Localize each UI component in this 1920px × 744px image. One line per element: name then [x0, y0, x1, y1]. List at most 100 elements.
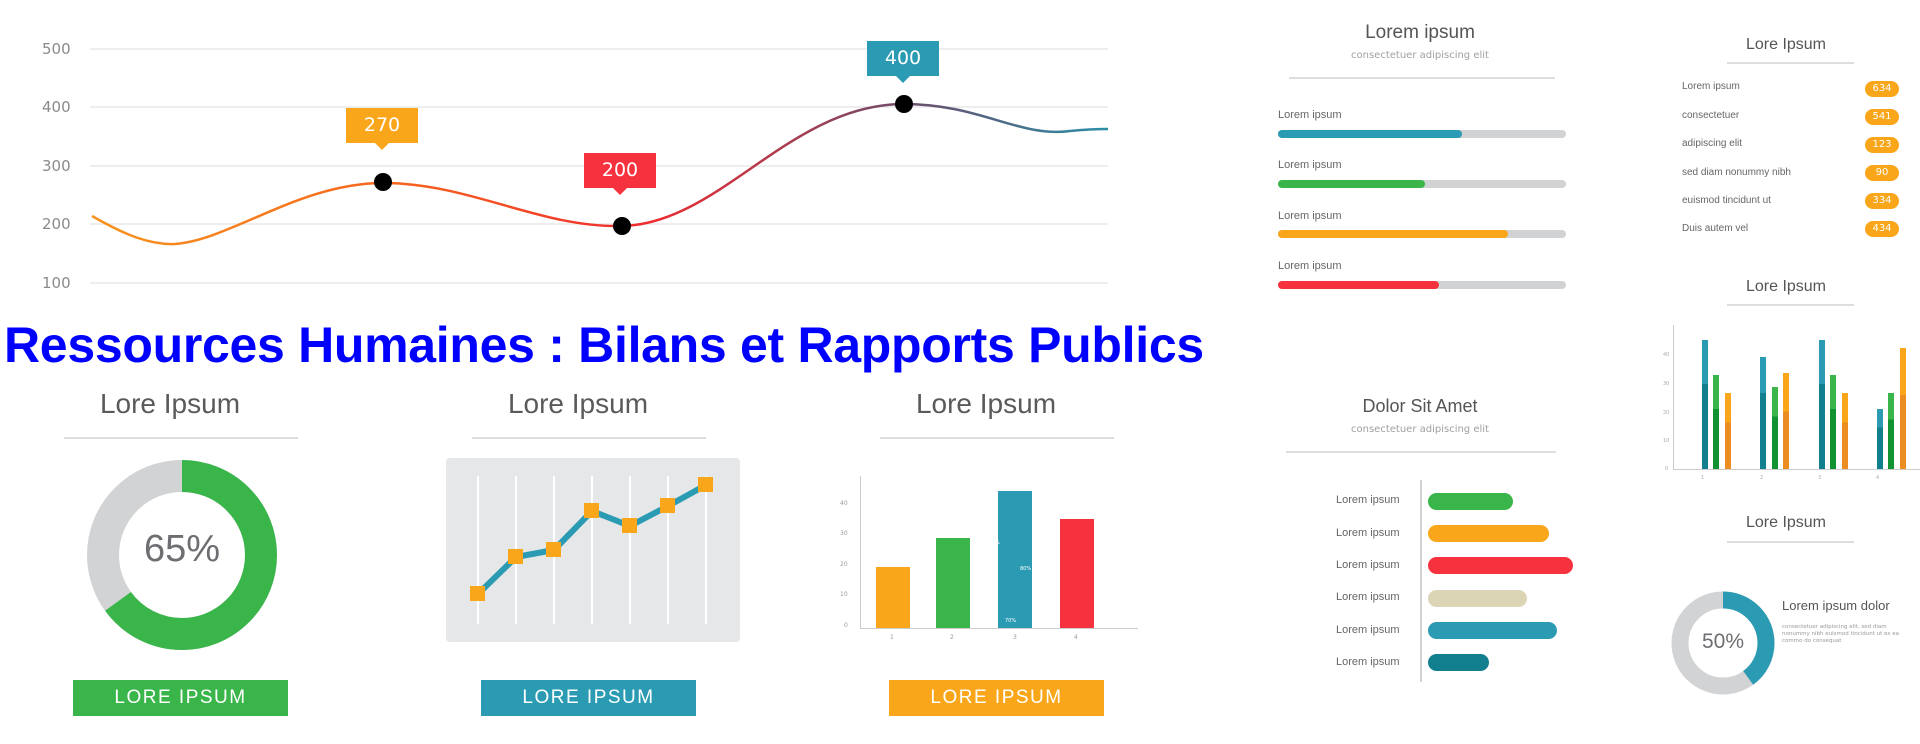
x-tick: 2: [950, 634, 954, 641]
y-tick: 300: [42, 157, 71, 175]
mini-line-series: [470, 476, 713, 624]
small-donut-chart: [1671, 591, 1775, 695]
bar: [1842, 393, 1848, 469]
y-tick: 30: [840, 530, 848, 537]
bar: [1888, 393, 1894, 469]
bar-label: 70%: [1005, 618, 1017, 624]
list-item-badge: 123: [1865, 137, 1899, 153]
y-tick: 10: [840, 591, 848, 598]
list-item-label: Duis autem vel: [1682, 223, 1749, 234]
x-tick: 4: [1876, 475, 1880, 481]
grouped-panel-title: Lore Ipsum: [1745, 278, 1827, 295]
hbar: [1428, 493, 1513, 510]
hbar-label: Lorem ipsum: [1336, 527, 1400, 539]
progress-label: Lorem ipsum: [1278, 109, 1342, 121]
lore-ipsum-button-green[interactable]: LORE IPSUM: [73, 680, 288, 716]
list-item-label: Lorem ipsum: [1682, 81, 1740, 92]
bar: [1760, 357, 1766, 469]
donut-value: 65%: [143, 528, 221, 570]
divider: [1727, 541, 1854, 543]
divider: [64, 437, 298, 439]
hbar-panel-title: Dolor Sit Amet: [1362, 396, 1478, 416]
list-item-badge: 334: [1865, 193, 1899, 209]
list-item-badge: 90: [1865, 165, 1899, 181]
x-tick: 4: [1074, 634, 1078, 641]
y-tick: 200: [42, 215, 71, 233]
y-tick: 20: [840, 561, 848, 568]
gridline: [90, 282, 1108, 284]
list-item-badge: 541: [1865, 109, 1899, 125]
progress-track: [1278, 130, 1566, 138]
gridline: [90, 223, 1108, 225]
bar: [1783, 373, 1789, 469]
divider: [1289, 77, 1555, 79]
bar: [1877, 409, 1883, 469]
bar-2: [936, 538, 970, 628]
progress-fill: [1278, 180, 1425, 188]
y-tick: 30: [1663, 381, 1670, 387]
grouped-bar-chart: 40 30 20 10 0 1 2 3 4: [1663, 325, 1920, 481]
bar: [1772, 387, 1778, 469]
hbar: [1428, 622, 1557, 639]
callout-400: 400: [867, 41, 939, 83]
x-axis: [1673, 469, 1920, 470]
bar: [1900, 348, 1906, 469]
hbar-label: Lorem ipsum: [1336, 656, 1400, 668]
x-tick: 3: [1013, 634, 1017, 641]
divider: [880, 437, 1114, 439]
callout-200: 200: [584, 153, 656, 195]
small-donut-title: Lore Ipsum: [1745, 514, 1827, 531]
bar: [1713, 375, 1719, 469]
bar: [1819, 340, 1825, 469]
list-item-badge: 434: [1865, 221, 1899, 237]
progress-fill: [1278, 130, 1463, 138]
progress-track: [1278, 230, 1566, 238]
bar: [1830, 375, 1836, 469]
progress-fill: [1278, 230, 1509, 238]
page-title: Ressources Humaines : Bilans et Rapports…: [4, 317, 1204, 373]
list-item-label: adipiscing elit: [1682, 138, 1743, 149]
progress-track: [1278, 180, 1566, 188]
progress-panel-title: Lorem ipsum: [1365, 22, 1475, 43]
x-tick: 2: [1760, 475, 1764, 481]
line-series: [91, 95, 1109, 246]
divider: [1286, 451, 1556, 453]
y-tick: 500: [42, 40, 71, 58]
hbar: [1428, 590, 1527, 607]
hbar-label: Lorem ipsum: [1336, 591, 1400, 603]
y-axis: [860, 476, 861, 628]
y-tick: 10: [1663, 438, 1670, 444]
callout-270: 270: [346, 108, 418, 150]
progress-label: Lorem ipsum: [1278, 260, 1342, 272]
bar-panel-title: Lore Ipsum: [915, 388, 1057, 419]
list-panel-title: Lore Ipsum: [1745, 36, 1827, 53]
divider: [1727, 304, 1854, 306]
progress-label: Lorem ipsum: [1278, 210, 1342, 222]
gridline: [90, 48, 1108, 50]
lore-ipsum-button-teal[interactable]: LORE IPSUM: [481, 680, 696, 716]
hbar-axis: [1420, 480, 1422, 682]
small-donut-heading: Lorem ipsum dolor: [1782, 598, 1890, 613]
hbar: [1428, 525, 1549, 542]
small-donut-value: 50%: [1701, 630, 1745, 653]
list-item-label: sed diam nonummy nibh: [1682, 167, 1791, 178]
y-tick: 0: [844, 622, 848, 629]
progress-label: Lorem ipsum: [1278, 159, 1342, 171]
donut-chart: [87, 460, 277, 650]
x-axis: [860, 628, 1138, 629]
bar-chart: 40 30 20 10 0 % 80% 70% 1 2 3 4: [840, 476, 1140, 641]
hbar-label: Lorem ipsum: [1336, 559, 1400, 571]
y-tick: 0: [1665, 466, 1669, 472]
lore-ipsum-button-orange[interactable]: LORE IPSUM: [889, 680, 1104, 716]
bar-3: % 80% 70%: [995, 491, 1032, 628]
list-item-badge: 634: [1865, 81, 1899, 97]
progress-fill: [1278, 281, 1440, 289]
progress-panel-subtitle: consectetuer adipiscing elit: [1351, 50, 1489, 61]
y-axis: [1673, 325, 1674, 469]
y-tick: 20: [1663, 410, 1670, 416]
y-tick: 400: [42, 98, 71, 116]
hbar: [1428, 654, 1489, 671]
bar: [1725, 393, 1731, 469]
divider: [1727, 62, 1854, 64]
hbar-label: Lorem ipsum: [1336, 494, 1400, 506]
